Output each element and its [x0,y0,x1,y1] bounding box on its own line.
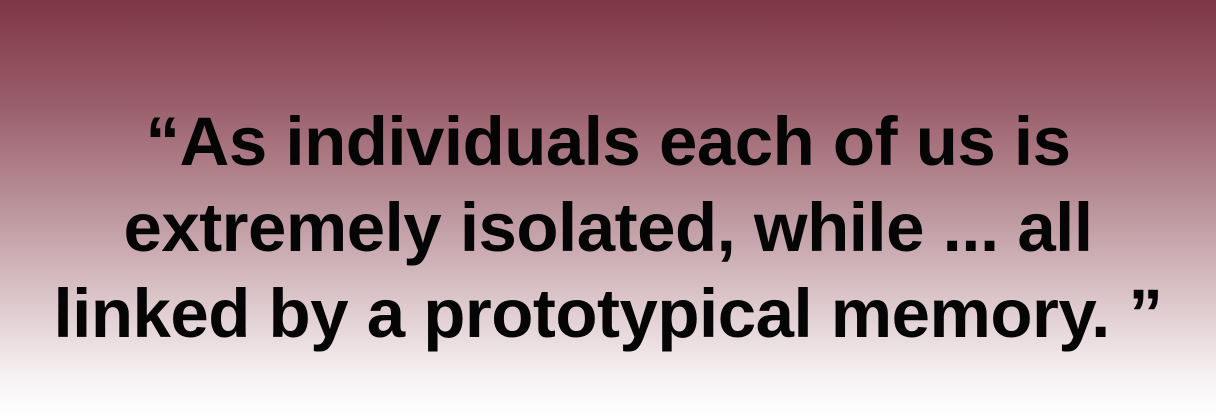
quote-line-2: extremely isolated, while ... all [123,189,1093,266]
quote-text: “As individuals each of us is extremely … [0,99,1216,357]
quote-line-1: “As individuals each of us is [145,103,1071,180]
quote-line-3: linked by a prototypical memory. ” [53,275,1163,352]
